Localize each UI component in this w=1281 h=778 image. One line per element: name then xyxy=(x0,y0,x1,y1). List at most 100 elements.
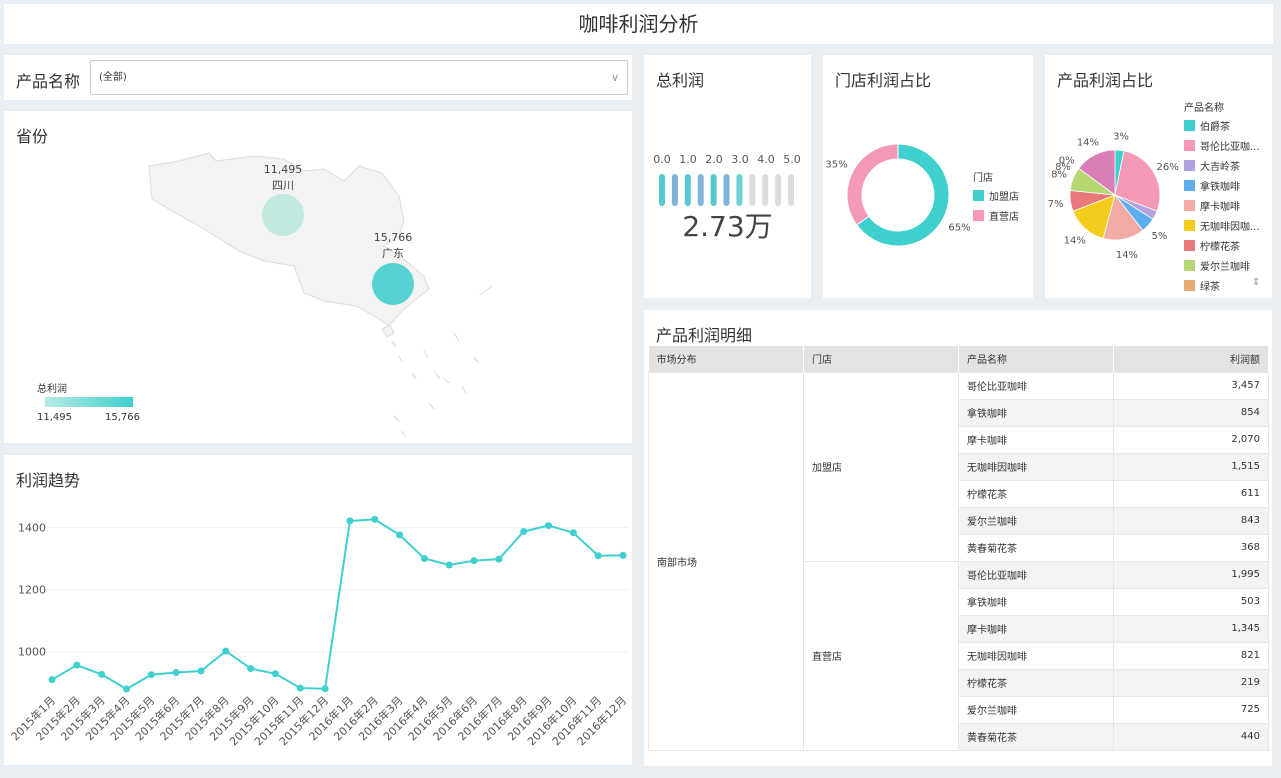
legend-scroll-icon[interactable]: ⇕ xyxy=(1252,277,1261,288)
map-value-label: 11,495 xyxy=(264,163,303,176)
gauge-bar xyxy=(775,174,782,206)
product-legend-item[interactable]: 绿茶 xyxy=(1184,278,1220,293)
map-title: 省份 xyxy=(16,127,49,146)
trend-point[interactable] xyxy=(247,664,255,672)
legend-label: 爱尔兰咖啡 xyxy=(1200,262,1250,273)
product-legend-item[interactable]: 拿铁咖啡 xyxy=(1184,178,1240,193)
map-legend-min: 11,495 xyxy=(37,412,72,423)
trend-point[interactable] xyxy=(122,685,130,693)
map-island-shape xyxy=(381,324,395,338)
product-pie-chart: 3%26%5%14%14%7%8%0%14%8% xyxy=(1048,131,1179,260)
legend-label: 无咖啡因咖... xyxy=(1200,222,1260,233)
gauge-bar xyxy=(723,174,730,206)
pie-pct-label: 3% xyxy=(1113,131,1129,142)
header-market[interactable]: 市场分布 xyxy=(648,346,804,372)
pie-slice[interactable] xyxy=(1114,150,1161,212)
trend-point[interactable] xyxy=(495,555,503,563)
trend-point[interactable] xyxy=(172,669,180,677)
product-legend-item[interactable]: 摩卡咖啡 xyxy=(1184,198,1240,213)
donut-slice[interactable] xyxy=(846,143,899,226)
trend-point[interactable] xyxy=(346,517,354,525)
product-legend-item[interactable]: 柠檬花茶 xyxy=(1184,238,1240,253)
filter-label: 产品名称 xyxy=(16,72,81,91)
product-legend-item[interactable]: 伯爵茶 xyxy=(1184,118,1230,133)
trend-point[interactable] xyxy=(445,561,453,569)
legend-swatch xyxy=(1184,220,1195,231)
trend-point[interactable] xyxy=(594,552,602,560)
trend-point[interactable] xyxy=(147,671,155,679)
trend-point[interactable] xyxy=(98,670,106,678)
product-legend-item[interactable]: 爱尔兰咖啡 xyxy=(1184,258,1250,273)
legend-label: 绿茶 xyxy=(1200,282,1220,293)
trend-panel: 利润趋势 1000 1200 1400 2015年1月 2015年2月 2015年3月 20… xyxy=(4,455,632,765)
map-bubble[interactable] xyxy=(262,194,304,236)
pie-pct-label: 14% xyxy=(1064,235,1086,246)
header-store[interactable]: 门店 xyxy=(803,346,959,372)
pie-slice[interactable] xyxy=(1078,149,1116,196)
cell-product: 柠檬花茶 xyxy=(958,479,1114,508)
cell-store: 直营店 xyxy=(803,560,959,751)
dashboard-title: 咖啡利润分析 xyxy=(4,4,1273,44)
pie-pct-label: 8% xyxy=(1051,169,1067,180)
gauge-scale-label: 4.0 xyxy=(757,153,775,166)
trend-point[interactable] xyxy=(73,661,81,669)
trend-point[interactable] xyxy=(296,684,304,692)
trend-point[interactable] xyxy=(197,667,205,675)
legend-swatch xyxy=(1184,280,1195,291)
legend-label: 直营店 xyxy=(989,212,1019,223)
table-row: 黄春菊花茶 368 xyxy=(649,533,1269,562)
donut-slice[interactable] xyxy=(856,143,950,247)
header-profit[interactable]: 利润额 xyxy=(1113,346,1269,372)
trend-point[interactable] xyxy=(545,522,553,530)
product-legend-item[interactable]: 大吉岭茶 xyxy=(1184,158,1240,173)
product-legend-item[interactable]: 无咖啡因咖... xyxy=(1184,218,1260,233)
store-legend-item[interactable]: 加盟店 xyxy=(973,188,1019,203)
gauge-scale-label: 5.0 xyxy=(783,153,801,166)
trend-point[interactable] xyxy=(470,557,478,565)
store-legend-item[interactable]: 直营店 xyxy=(973,208,1019,223)
cell-profit: 368 xyxy=(1113,533,1269,562)
trend-point[interactable] xyxy=(619,551,627,559)
cell-product: 黄春菊花茶 xyxy=(958,722,1114,751)
y-tick-label: 1400 xyxy=(18,521,46,534)
map-legend-title: 总利润 xyxy=(37,382,67,395)
map-point-guangdong[interactable]: 15,766 广东 xyxy=(372,231,414,305)
donut-pct-label: 65% xyxy=(948,222,970,233)
trend-point[interactable] xyxy=(321,685,329,693)
trend-point[interactable] xyxy=(271,670,279,678)
legend-swatch xyxy=(973,210,984,221)
product-filter-select[interactable]: (全部) ∨ xyxy=(90,60,628,95)
cell-product: 柠檬花茶 xyxy=(958,668,1114,697)
product-legend-item[interactable]: 哥伦比亚咖... xyxy=(1184,138,1260,153)
trend-point[interactable] xyxy=(569,529,577,537)
cell-profit: 1,995 xyxy=(1113,560,1269,589)
pie-pct-label: 5% xyxy=(1152,231,1168,242)
map-sea-dash xyxy=(391,285,493,438)
cell-profit: 611 xyxy=(1113,479,1269,508)
trend-point[interactable] xyxy=(222,647,230,655)
cell-store: 加盟店 xyxy=(803,371,959,562)
map-legend-gradient xyxy=(45,397,133,407)
table-row: 南部市场 加盟店 哥伦比亚咖啡 3,457 xyxy=(648,371,1269,751)
pie-pct-label: 26% xyxy=(1156,162,1178,173)
legend-label: 加盟店 xyxy=(989,192,1019,203)
trend-point[interactable] xyxy=(371,515,379,523)
gauge-scale-label: 0.0 xyxy=(653,153,671,166)
table-row: 柠檬花茶 611 xyxy=(649,479,1269,508)
trend-point[interactable] xyxy=(396,531,404,539)
map-bubble[interactable] xyxy=(372,263,414,305)
gauge-bar xyxy=(710,174,717,206)
map-point-sichuan[interactable]: 11,495 四川 xyxy=(262,163,304,236)
map-name-label: 广东 xyxy=(382,247,404,260)
trend-point[interactable] xyxy=(520,527,528,535)
gauge-bar xyxy=(762,174,769,206)
detail-title: 产品利润明细 xyxy=(656,326,753,345)
cell-profit: 3,457 xyxy=(1113,371,1269,400)
map-region-shape xyxy=(148,152,430,327)
trend-point[interactable] xyxy=(420,555,428,562)
table-row: 爱尔兰咖啡 725 xyxy=(649,695,1269,724)
trend-point[interactable] xyxy=(48,676,56,684)
legend-label: 摩卡咖啡 xyxy=(1200,202,1240,213)
gauge-bar xyxy=(788,174,794,206)
header-product[interactable]: 产品名称 xyxy=(958,346,1114,372)
